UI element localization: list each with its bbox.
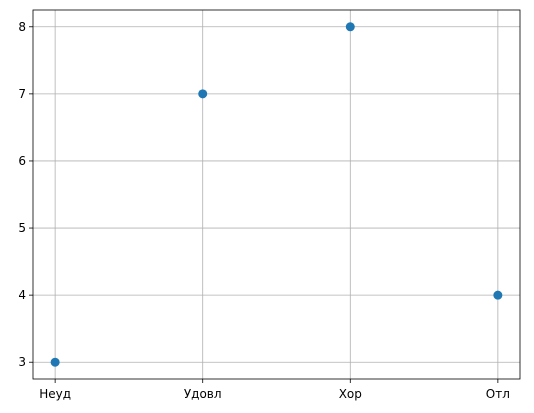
x-tick-label: Удовл (184, 387, 222, 401)
axes-frame (32, 9, 521, 380)
data-point (345, 22, 355, 32)
y-tick-label: 3 (18, 355, 26, 369)
data-points (50, 22, 503, 367)
data-point (50, 357, 60, 367)
x-tick-label: Хор (339, 387, 362, 401)
y-tick-label: 8 (18, 20, 26, 34)
data-point (198, 89, 208, 99)
x-tick-label: Неуд (39, 387, 71, 401)
y-tick-label: 7 (18, 87, 26, 101)
y-tick-labels: 3 4 5 6 7 8 (18, 20, 26, 369)
y-tick-label: 5 (18, 221, 26, 235)
y-tick-label: 6 (18, 154, 26, 168)
data-point (493, 290, 503, 300)
axis-ticks (29, 26, 499, 383)
grid (33, 10, 520, 379)
x-tick-label: Отл (486, 387, 510, 401)
y-tick-label: 4 (18, 288, 26, 302)
x-tick-labels: Неуд Удовл Хор Отл (39, 387, 510, 401)
